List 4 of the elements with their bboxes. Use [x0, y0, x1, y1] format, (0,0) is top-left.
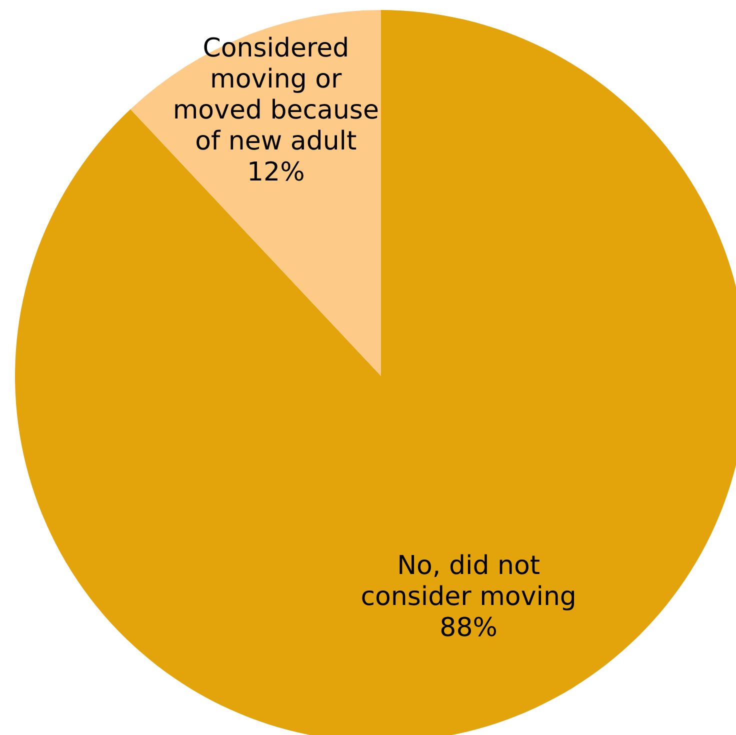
slice-label: Considered moving or moved because of new adult — [172, 34, 379, 157]
data-label: 88% — [440, 613, 498, 644]
data-label: 12% — [247, 158, 305, 188]
slice-label: No, did not consider moving — [360, 551, 576, 612]
